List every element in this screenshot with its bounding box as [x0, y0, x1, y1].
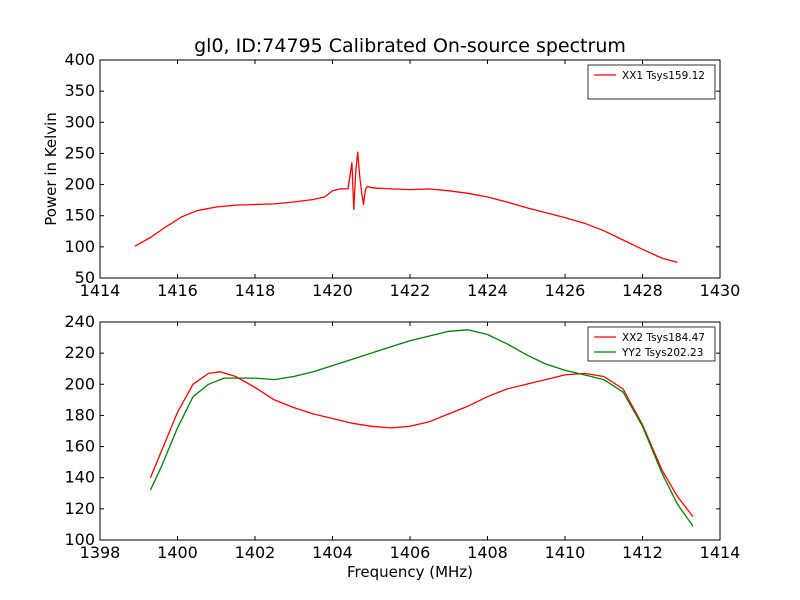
x-tick-label: 1402 [235, 543, 276, 562]
y-tick-label: 150 [64, 206, 95, 225]
y-tick-label: 250 [64, 143, 95, 162]
y-tick-label: 140 [64, 468, 95, 487]
x-tick-label: 1400 [157, 543, 198, 562]
y-tick-label: 200 [64, 374, 95, 393]
x-tick-label: 1428 [622, 281, 663, 300]
x-tick-label: 1426 [545, 281, 586, 300]
y-tick-label: 200 [64, 175, 95, 194]
y-tick-label: 160 [64, 437, 95, 456]
y-tick-label: 220 [64, 343, 95, 362]
x-tick-label: 1430 [700, 281, 741, 300]
x-tick-label: 1414 [700, 543, 741, 562]
chart-panel-top: 1414 1416 1418 1420 1422 1424 1426 1428 1430 50 10… [42, 50, 740, 300]
x-tick-label: 1420 [312, 281, 353, 300]
series-line-yy2 [149, 329, 694, 527]
y-tick-label: 300 [64, 112, 95, 131]
x-tick-label: 1412 [622, 543, 663, 562]
y-axis-label: Power in Kelvin [42, 112, 60, 226]
x-axis-label: Frequency (MHz) [347, 563, 473, 581]
x-tick-label: 1418 [235, 281, 276, 300]
chart-panel-bottom: 1398 1400 1402 1404 1406 1408 1410 1412 1414 100 1… [64, 312, 740, 562]
series-line-xx2 [149, 371, 694, 517]
chart-title: gl0, ID:74795 Calibrated On-source spect… [194, 35, 626, 57]
x-tick-label: 1398 [80, 543, 121, 562]
legend: XX2 Tsys184.47 YY2 Tsys202.23 [587, 326, 716, 362]
legend-label: XX2 Tsys184.47 [622, 332, 705, 344]
y-tick-label: 50 [75, 268, 95, 287]
x-tick-label: 1416 [157, 281, 198, 300]
x-tick-label: 1408 [467, 543, 508, 562]
series-line-xx1 [134, 151, 678, 264]
x-tick-label: 1410 [545, 543, 586, 562]
y-tick-label: 400 [64, 50, 95, 69]
legend-label: YY2 Tsys202.23 [621, 347, 703, 359]
x-tick-label: 1422 [390, 281, 431, 300]
x-tick-label: 1424 [467, 281, 508, 300]
y-tick-label: 100 [64, 530, 95, 549]
y-tick-label: 240 [64, 312, 95, 331]
y-tick-label: 120 [64, 499, 95, 518]
legend-box [587, 64, 716, 100]
x-tick-label: 1414 [80, 281, 121, 300]
x-tick-label: 1406 [390, 543, 431, 562]
y-tick-label: 100 [64, 237, 95, 256]
legend-box [587, 326, 716, 362]
y-tick-label: 350 [64, 81, 95, 100]
y-tick-label: 180 [64, 405, 95, 424]
legend: XX1 Tsys159.12 [587, 64, 716, 100]
legend-label: XX1 Tsys159.12 [622, 70, 705, 82]
x-tick-label: 1404 [312, 543, 353, 562]
